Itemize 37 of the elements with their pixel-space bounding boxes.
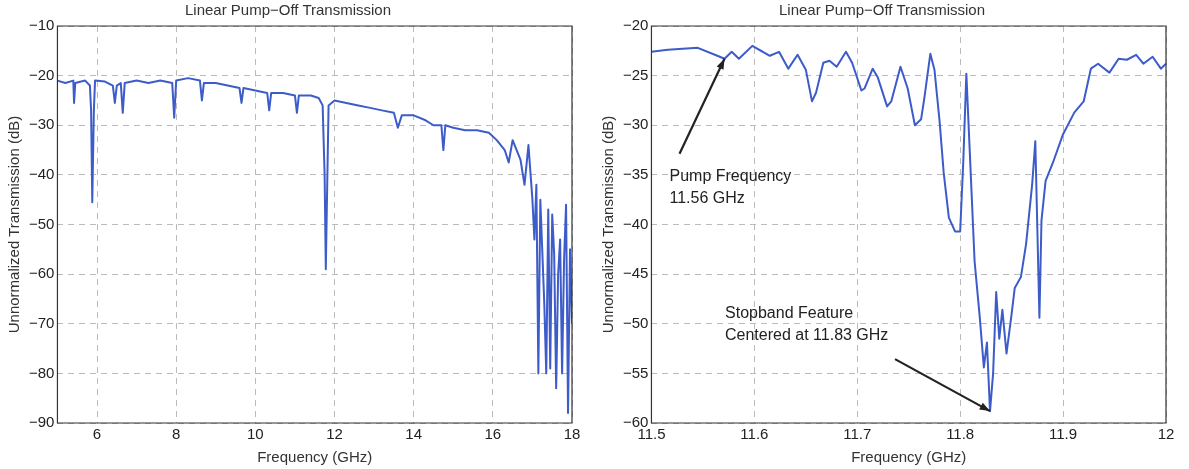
x-tick-label: 11.7	[843, 425, 872, 443]
x-tick-label: 11.6	[740, 425, 769, 443]
annotation: Pump Frequency 11.56 GHz	[669, 167, 792, 207]
y-tick-label: −40	[28, 165, 55, 183]
x-tick-label: 16	[484, 425, 502, 443]
y-tick-label: −30	[622, 115, 649, 133]
y-tick-label: −60	[28, 264, 55, 282]
y-tick-label: −30	[28, 115, 55, 133]
y-tick-label: −55	[622, 363, 649, 381]
y-tick-label: −10	[28, 16, 55, 34]
annotation: Stopband Feature Centered at 11.83 GHz	[725, 304, 889, 344]
x-axis-title: Frequency (GHz)	[851, 448, 967, 466]
y-tick-label: −70	[28, 313, 55, 331]
y-tick-label: −50	[28, 214, 55, 232]
x-tick-label: 8	[172, 425, 181, 443]
x-tick-label: 12	[326, 425, 343, 443]
y-tick-label: −25	[622, 65, 649, 83]
y-tick-label: −35	[622, 165, 649, 183]
x-tick-label: 11.9	[1049, 425, 1078, 443]
x-tick-label: 11.8	[946, 425, 975, 443]
x-tick-label: 12	[1157, 425, 1175, 443]
y-axis-title: Unnormalized Transmission (dB)	[5, 115, 23, 334]
y-tick-label: −45	[622, 264, 649, 282]
y-tick-label: −20	[622, 16, 649, 34]
y-tick-label: −50	[622, 313, 649, 331]
y-tick-label: −80	[28, 363, 55, 381]
y-tick-label: −20	[28, 65, 55, 83]
y-tick-label: −40	[622, 214, 649, 232]
chart-title: Linear Pump−Off Transmission	[184, 1, 392, 19]
y-axis-title: Unnormalized Transmission (dB)	[599, 115, 617, 334]
chart-title: Linear Pump−Off Transmission	[778, 1, 986, 19]
x-tick-label: 6	[92, 425, 102, 443]
x-axis-title: Frequency (GHz)	[257, 448, 373, 466]
x-tick-label: 10	[247, 425, 264, 443]
y-tick-label: −90	[28, 413, 55, 431]
x-tick-label: 14	[405, 425, 423, 443]
x-tick-label: 18	[563, 425, 581, 443]
